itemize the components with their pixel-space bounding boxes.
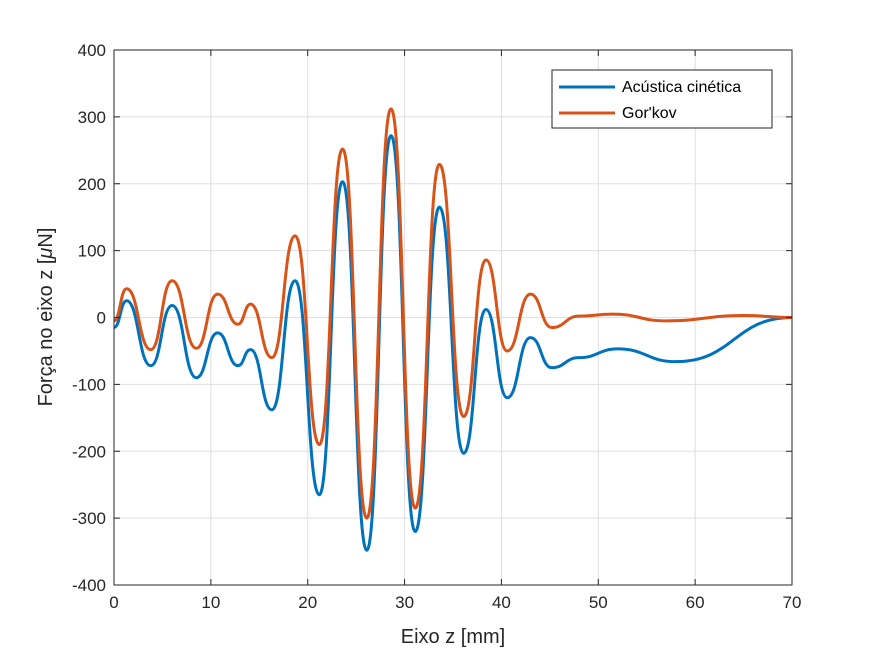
y-tick-label: -200 — [72, 442, 106, 461]
y-axis-label-prefix: Força no eixo z [ — [35, 258, 57, 406]
x-tick-label: 10 — [201, 593, 220, 612]
x-tick-label: 40 — [492, 593, 511, 612]
x-axis-label: Eixo z [mm] — [401, 626, 505, 648]
y-tick-label: 300 — [78, 108, 106, 127]
series-layer — [113, 107, 793, 552]
y-tick-label: -300 — [72, 509, 106, 528]
y-axis-label-mu: μ — [35, 248, 57, 260]
y-tick-label: -400 — [72, 576, 106, 595]
y-tick-label: -100 — [72, 375, 106, 394]
legend-label-acustica: Acústica cinética — [622, 79, 741, 96]
y-axis-label: Força no eixo z [μN] — [35, 228, 57, 407]
x-tick-label: 30 — [395, 593, 414, 612]
y-axis-label-suffix: N] — [35, 228, 57, 248]
y-tick-label: 400 — [78, 41, 106, 60]
ticks: 0 10 20 30 40 50 60 70 -400 -300 -200 -100 0 100 200 30… — [72, 41, 801, 612]
y-tick-label: 100 — [78, 242, 106, 261]
y-tick-label: 0 — [97, 309, 106, 328]
series-line-1 — [113, 107, 793, 520]
x-tick-label: 60 — [686, 593, 705, 612]
grid — [114, 50, 792, 585]
legend-label-gorkov: Gor'kov — [622, 105, 677, 122]
x-tick-label: 50 — [589, 593, 608, 612]
legend: Acústica cinética Gor'kov — [551, 69, 773, 129]
legend-box — [551, 69, 773, 129]
x-tick-label: 70 — [783, 593, 802, 612]
x-tick-label: 20 — [298, 593, 317, 612]
y-tick-label: 200 — [78, 175, 106, 194]
x-tick-label: 0 — [109, 593, 118, 612]
